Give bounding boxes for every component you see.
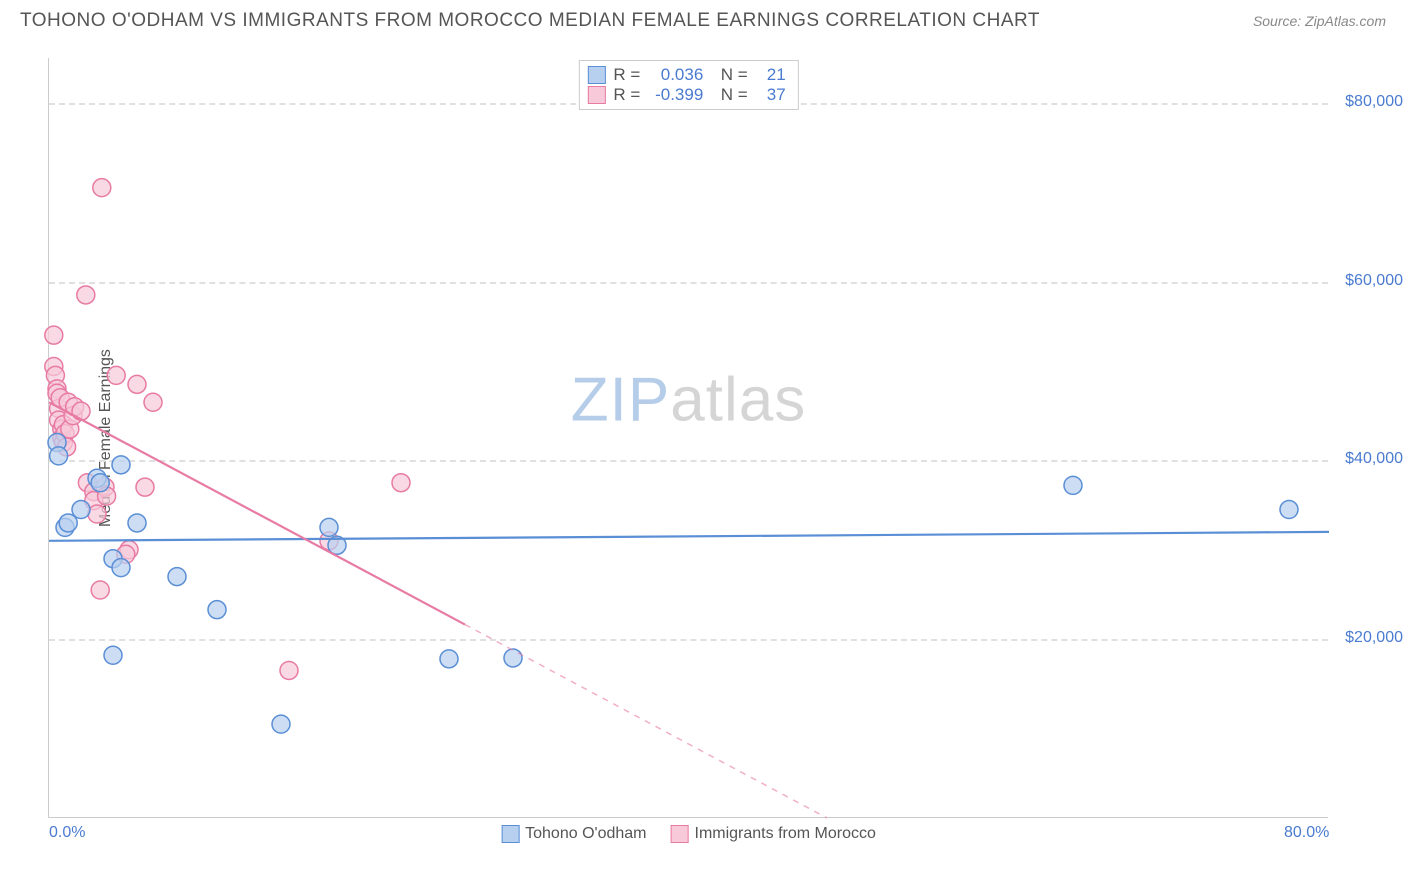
- data-point: [112, 456, 130, 474]
- data-point: [107, 366, 125, 384]
- stat-n-value: 21: [756, 65, 786, 85]
- stat-r-value: 0.036: [648, 65, 703, 85]
- data-point: [50, 447, 68, 465]
- data-point: [208, 601, 226, 619]
- trend-line: [49, 532, 1329, 541]
- data-point: [168, 568, 186, 586]
- data-point: [88, 505, 106, 523]
- legend-swatch: [587, 66, 605, 84]
- stat-row: R = -0.399 N = 37: [587, 85, 785, 105]
- data-point: [1280, 501, 1298, 519]
- data-point: [112, 559, 130, 577]
- y-tick-label: $80,000: [1333, 93, 1403, 111]
- legend-swatch: [587, 86, 605, 104]
- x-tick-label: 80.0%: [1284, 824, 1329, 842]
- y-tick-label: $40,000: [1333, 450, 1403, 468]
- stat-n-value: 37: [756, 85, 786, 105]
- x-tick-label: 0.0%: [49, 824, 85, 842]
- bottom-legend: Tohono O'odham Immigrants from Morocco: [501, 825, 876, 843]
- trend-line: [49, 402, 465, 624]
- y-tick-label: $60,000: [1333, 272, 1403, 290]
- data-point: [272, 715, 290, 733]
- data-point: [1064, 476, 1082, 494]
- legend-label: Tohono O'odham: [525, 825, 646, 843]
- legend-label: Immigrants from Morocco: [694, 825, 875, 843]
- data-point: [392, 474, 410, 492]
- data-point: [93, 179, 111, 197]
- data-point: [504, 649, 522, 667]
- chart-plot-area: Median Female Earnings ZIPatlas $20,000$…: [48, 58, 1328, 818]
- stat-r-label: R =: [613, 85, 640, 105]
- legend-swatch: [670, 825, 688, 843]
- data-point: [320, 518, 338, 536]
- trend-line-dashed: [465, 625, 827, 818]
- scatter-plot-svg: [49, 58, 1328, 817]
- source-label: Source: ZipAtlas.com: [1253, 13, 1386, 29]
- data-point: [72, 402, 90, 420]
- data-point: [72, 501, 90, 519]
- data-point: [91, 474, 109, 492]
- data-point: [128, 375, 146, 393]
- stat-n-label: N =: [711, 85, 747, 105]
- stat-n-label: N =: [711, 65, 747, 85]
- y-tick-label: $20,000: [1333, 629, 1403, 647]
- legend-item: Tohono O'odham: [501, 825, 646, 843]
- data-point: [440, 650, 458, 668]
- data-point: [104, 646, 122, 664]
- data-point: [280, 661, 298, 679]
- data-point: [128, 514, 146, 532]
- data-point: [136, 478, 154, 496]
- legend-swatch: [501, 825, 519, 843]
- data-point: [144, 393, 162, 411]
- legend-item: Immigrants from Morocco: [670, 825, 875, 843]
- data-point: [45, 326, 63, 344]
- data-point: [77, 286, 95, 304]
- data-point: [91, 581, 109, 599]
- stat-r-value: -0.399: [648, 85, 703, 105]
- stats-legend-box: R = 0.036 N = 21 R = -0.399 N = 37: [578, 60, 798, 110]
- stat-row: R = 0.036 N = 21: [587, 65, 785, 85]
- stat-r-label: R =: [613, 65, 640, 85]
- chart-title: TOHONO O'ODHAM VS IMMIGRANTS FROM MOROCC…: [20, 10, 1040, 32]
